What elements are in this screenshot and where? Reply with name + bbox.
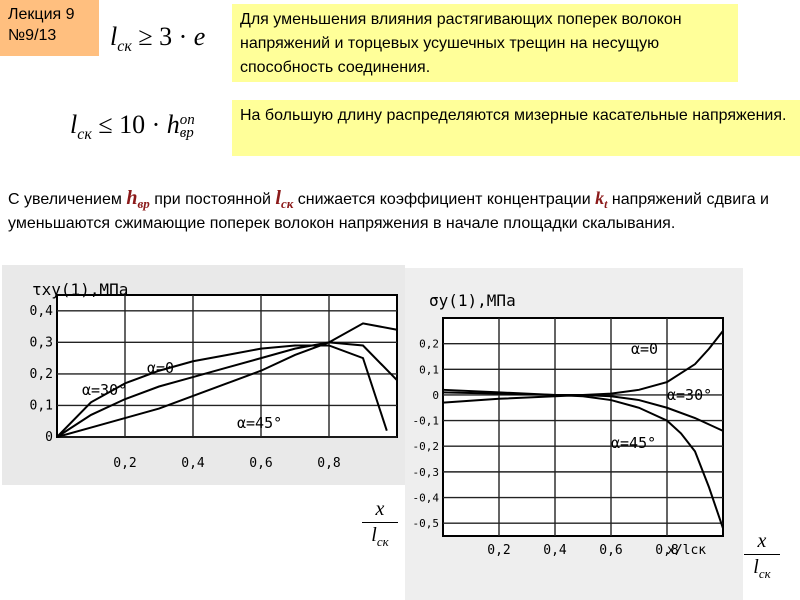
y-tick-label: 0 [432, 389, 439, 402]
x-tick-label: 0,6 [599, 543, 622, 558]
series-line [56, 344, 388, 438]
y-tick-label: -0,2 [413, 440, 440, 453]
fraction-x-over-l-right: x lск [744, 530, 780, 582]
frac-right-num: x [757, 530, 767, 552]
formula2-rhs-sub: вр [179, 125, 194, 142]
frac-left-den-sub: ск [376, 534, 389, 549]
y-tick-label: 0,2 [30, 367, 53, 382]
explanation-paragraph: С увеличением hвр при постоянной lск сни… [8, 188, 798, 234]
y-tick-label: 0 [45, 430, 53, 445]
x-tick-label: 0,4 [181, 456, 205, 471]
series-label: α=45° [611, 434, 656, 452]
frac-left-den: l [371, 524, 377, 546]
series-label: α=0 [631, 340, 658, 358]
chart-title: σy(1),МПа [429, 291, 516, 310]
note2-text: На большую длину распределяются мизерные… [240, 107, 787, 124]
x-tick-label: 0,8 [317, 456, 340, 471]
note-shear-stress: На большую длину распределяются мизерные… [232, 100, 800, 156]
y-tick-label: -0,5 [413, 517, 440, 530]
series-line [56, 322, 398, 438]
note-tension-stress: Для уменьшения влияния растягивающих поп… [232, 4, 738, 82]
x-tick-label: 0,4 [543, 543, 567, 558]
plot-frame [442, 317, 724, 537]
slide-number: №9/13 [8, 27, 57, 44]
x-tick-label: 0,2 [487, 543, 510, 558]
formula2-rhs-sup: оп [179, 112, 195, 129]
y-tick-label: 0,2 [419, 338, 439, 351]
x-tick-label: 0,2 [113, 456, 136, 471]
lecture-label: Лекция 9 [8, 6, 75, 23]
para-h-symbol: h [126, 187, 138, 209]
frac-left-num: x [375, 498, 385, 520]
frac-right-den: l [753, 556, 759, 578]
lecture-badge: Лекция 9 №9/13 [0, 0, 99, 56]
series-line [442, 330, 724, 404]
formula1-op: ≥ 3 · [138, 22, 188, 51]
para-k-symbol: k [595, 188, 605, 208]
para-part2: при постоянной [149, 191, 276, 208]
para-part3: снижается коэффициент концентрации [293, 191, 596, 208]
chart-shear-stress: 0,2 0,4 0,6 0,8 0 0,1 0,2 0,3 0,4 τxy(1),МПа α=0 α=… [2, 265, 405, 485]
formula2-lhs-sub: ск [77, 126, 92, 144]
note1-text: Для уменьшения влияния растягивающих поп… [240, 11, 682, 76]
x-tick-label: 0,8 [655, 543, 678, 558]
frac-left-line [362, 522, 398, 523]
chart-shear-stress-svg: 0,2 0,4 0,6 0,800,10,20,30,4τxy(1),МПаα=0α=… [30, 280, 398, 471]
series-label: α=45° [237, 414, 282, 432]
formula2-rhs: h [166, 110, 180, 139]
formula1-rhs: e [193, 22, 206, 51]
formula1-lhs-sub: ск [117, 38, 132, 56]
para-k-sub: t [604, 197, 608, 212]
y-tick-label: -0,4 [413, 492, 440, 505]
formula-length-vs-e: lск ≥ 3 · e [110, 22, 205, 56]
para-l-sub: ск [280, 196, 294, 212]
y-tick-label: 0,4 [30, 304, 54, 319]
plot-frame [56, 294, 398, 438]
chart-normal-stress-svg: 0,2 0,4 0,6 0,8 0,2 0,1 0 -0,1 -0,2 -0,3 -0,4 -0,5 σ… [413, 291, 724, 558]
formula2-lhs: l [70, 110, 78, 139]
series-line [442, 388, 724, 529]
frac-right-line [744, 554, 780, 555]
y-tick-label: 0,1 [30, 398, 53, 413]
y-tick-label: 0,3 [30, 335, 53, 350]
formula1-lhs: l [110, 22, 118, 51]
chart-title: τxy(1),МПа [32, 280, 128, 299]
formula-length-vs-h: lск ≤ 10 · h оп вр [70, 110, 195, 144]
para-l-symbol: l [275, 187, 281, 209]
para-part4: напряжений сдвига и уменьшаются сжимающи… [8, 191, 769, 233]
formula2-op: ≤ 10 · [98, 110, 161, 139]
frac-right-den-sub: ск [758, 566, 771, 581]
y-tick-label: -0,3 [413, 466, 440, 479]
y-tick-label: -0,1 [413, 415, 440, 428]
chart-normal-stress: 0,2 0,4 0,6 0,8 0,2 0,1 0 -0,1 -0,2 -0,3 -0,4 -0,5 σ… [405, 268, 743, 600]
fraction-x-over-l-left: x lск [362, 498, 398, 550]
y-tick-label: 0,1 [419, 363, 439, 376]
x-axis-label: x/lск [667, 543, 706, 558]
x-tick-label: 0,6 [249, 456, 272, 471]
para-h-sub: вр [137, 196, 150, 212]
series-label: α=30° [667, 386, 712, 404]
series-label: α=30° [82, 381, 127, 399]
series-line [56, 341, 398, 438]
para-part1: С увеличением [8, 191, 127, 208]
